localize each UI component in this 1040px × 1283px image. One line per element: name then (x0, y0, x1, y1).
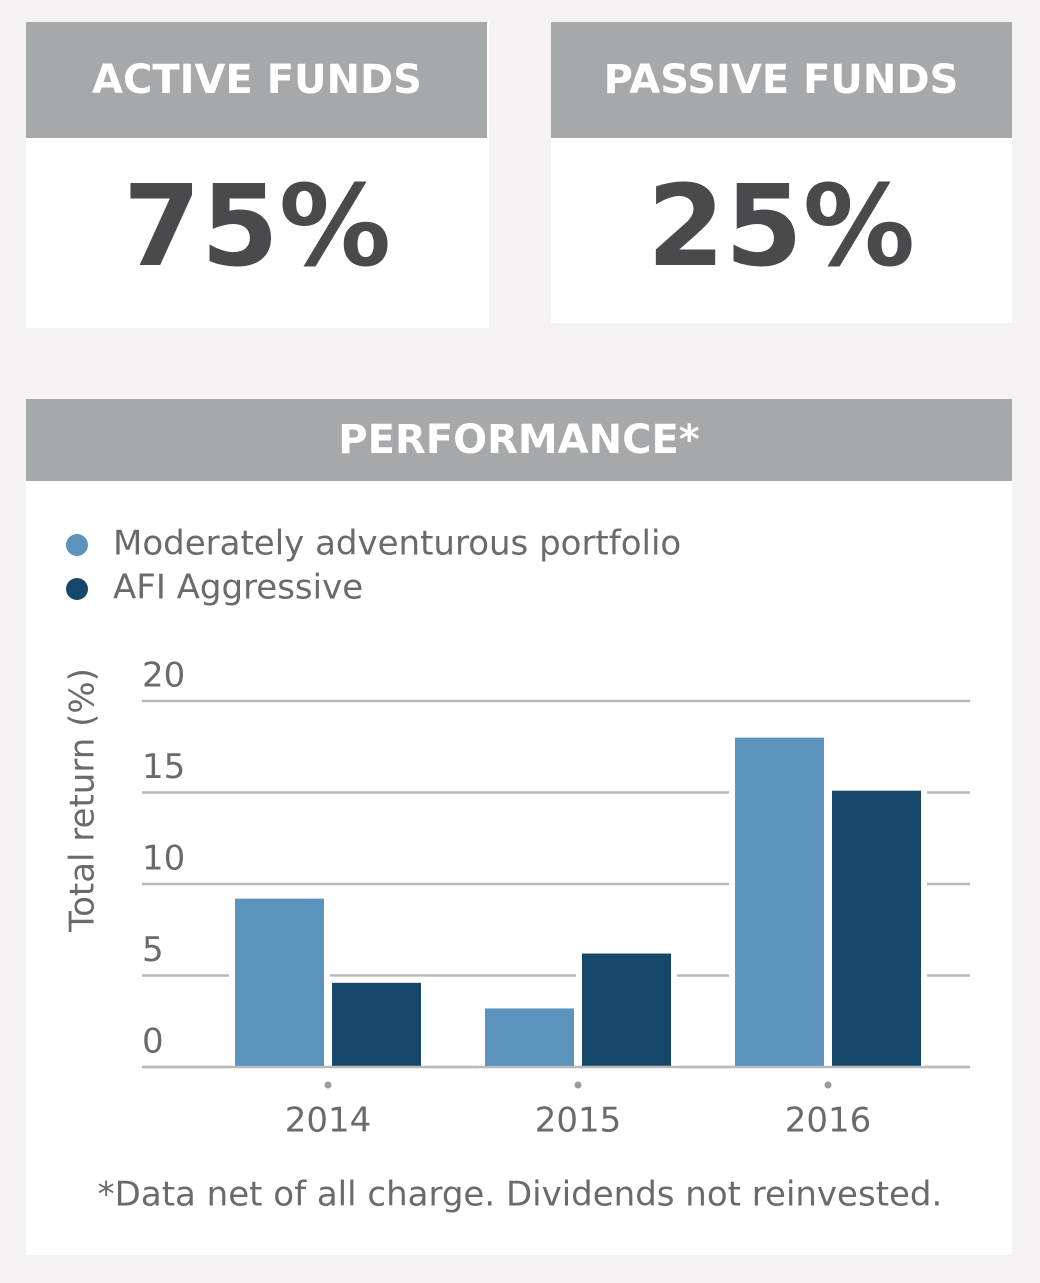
y-tick-label: 15 (142, 747, 185, 787)
bar (479, 1002, 580, 1074)
y-tick-label: 0 (142, 1022, 164, 1062)
card-header (551, 22, 1012, 138)
y-axis-label: Total return (%) (63, 668, 103, 933)
bar (326, 976, 427, 1074)
y-tick-label: 20 (142, 656, 185, 696)
x-tick-dot (824, 1081, 832, 1089)
card-value: 75% (123, 162, 391, 292)
bar (729, 731, 830, 1073)
bar (229, 892, 330, 1074)
x-tick-dot (324, 1081, 332, 1089)
legend-swatch (66, 578, 88, 600)
bar (576, 947, 677, 1073)
footnote: *Data net of all charge. Dividends not r… (98, 1175, 943, 1215)
card-value: 25% (647, 162, 915, 292)
chart-header (26, 399, 1012, 481)
x-tick-label: 2016 (785, 1101, 872, 1141)
x-tick-label: 2014 (285, 1101, 372, 1141)
card-header (26, 22, 487, 138)
card-title: PASSIVE FUNDS (604, 57, 959, 103)
legend-swatch (66, 534, 88, 556)
card-title: ACTIVE FUNDS (92, 57, 422, 103)
chart-title: PERFORMANCE* (338, 417, 699, 463)
legend-label: Moderately adventurous portfolio (113, 524, 681, 564)
y-tick-label: 5 (142, 930, 164, 970)
x-tick-dot (574, 1081, 582, 1089)
y-tick-label: 10 (142, 839, 185, 879)
x-tick-label: 2015 (535, 1101, 622, 1141)
legend-label: AFI Aggressive (113, 568, 363, 608)
bar (826, 784, 927, 1073)
